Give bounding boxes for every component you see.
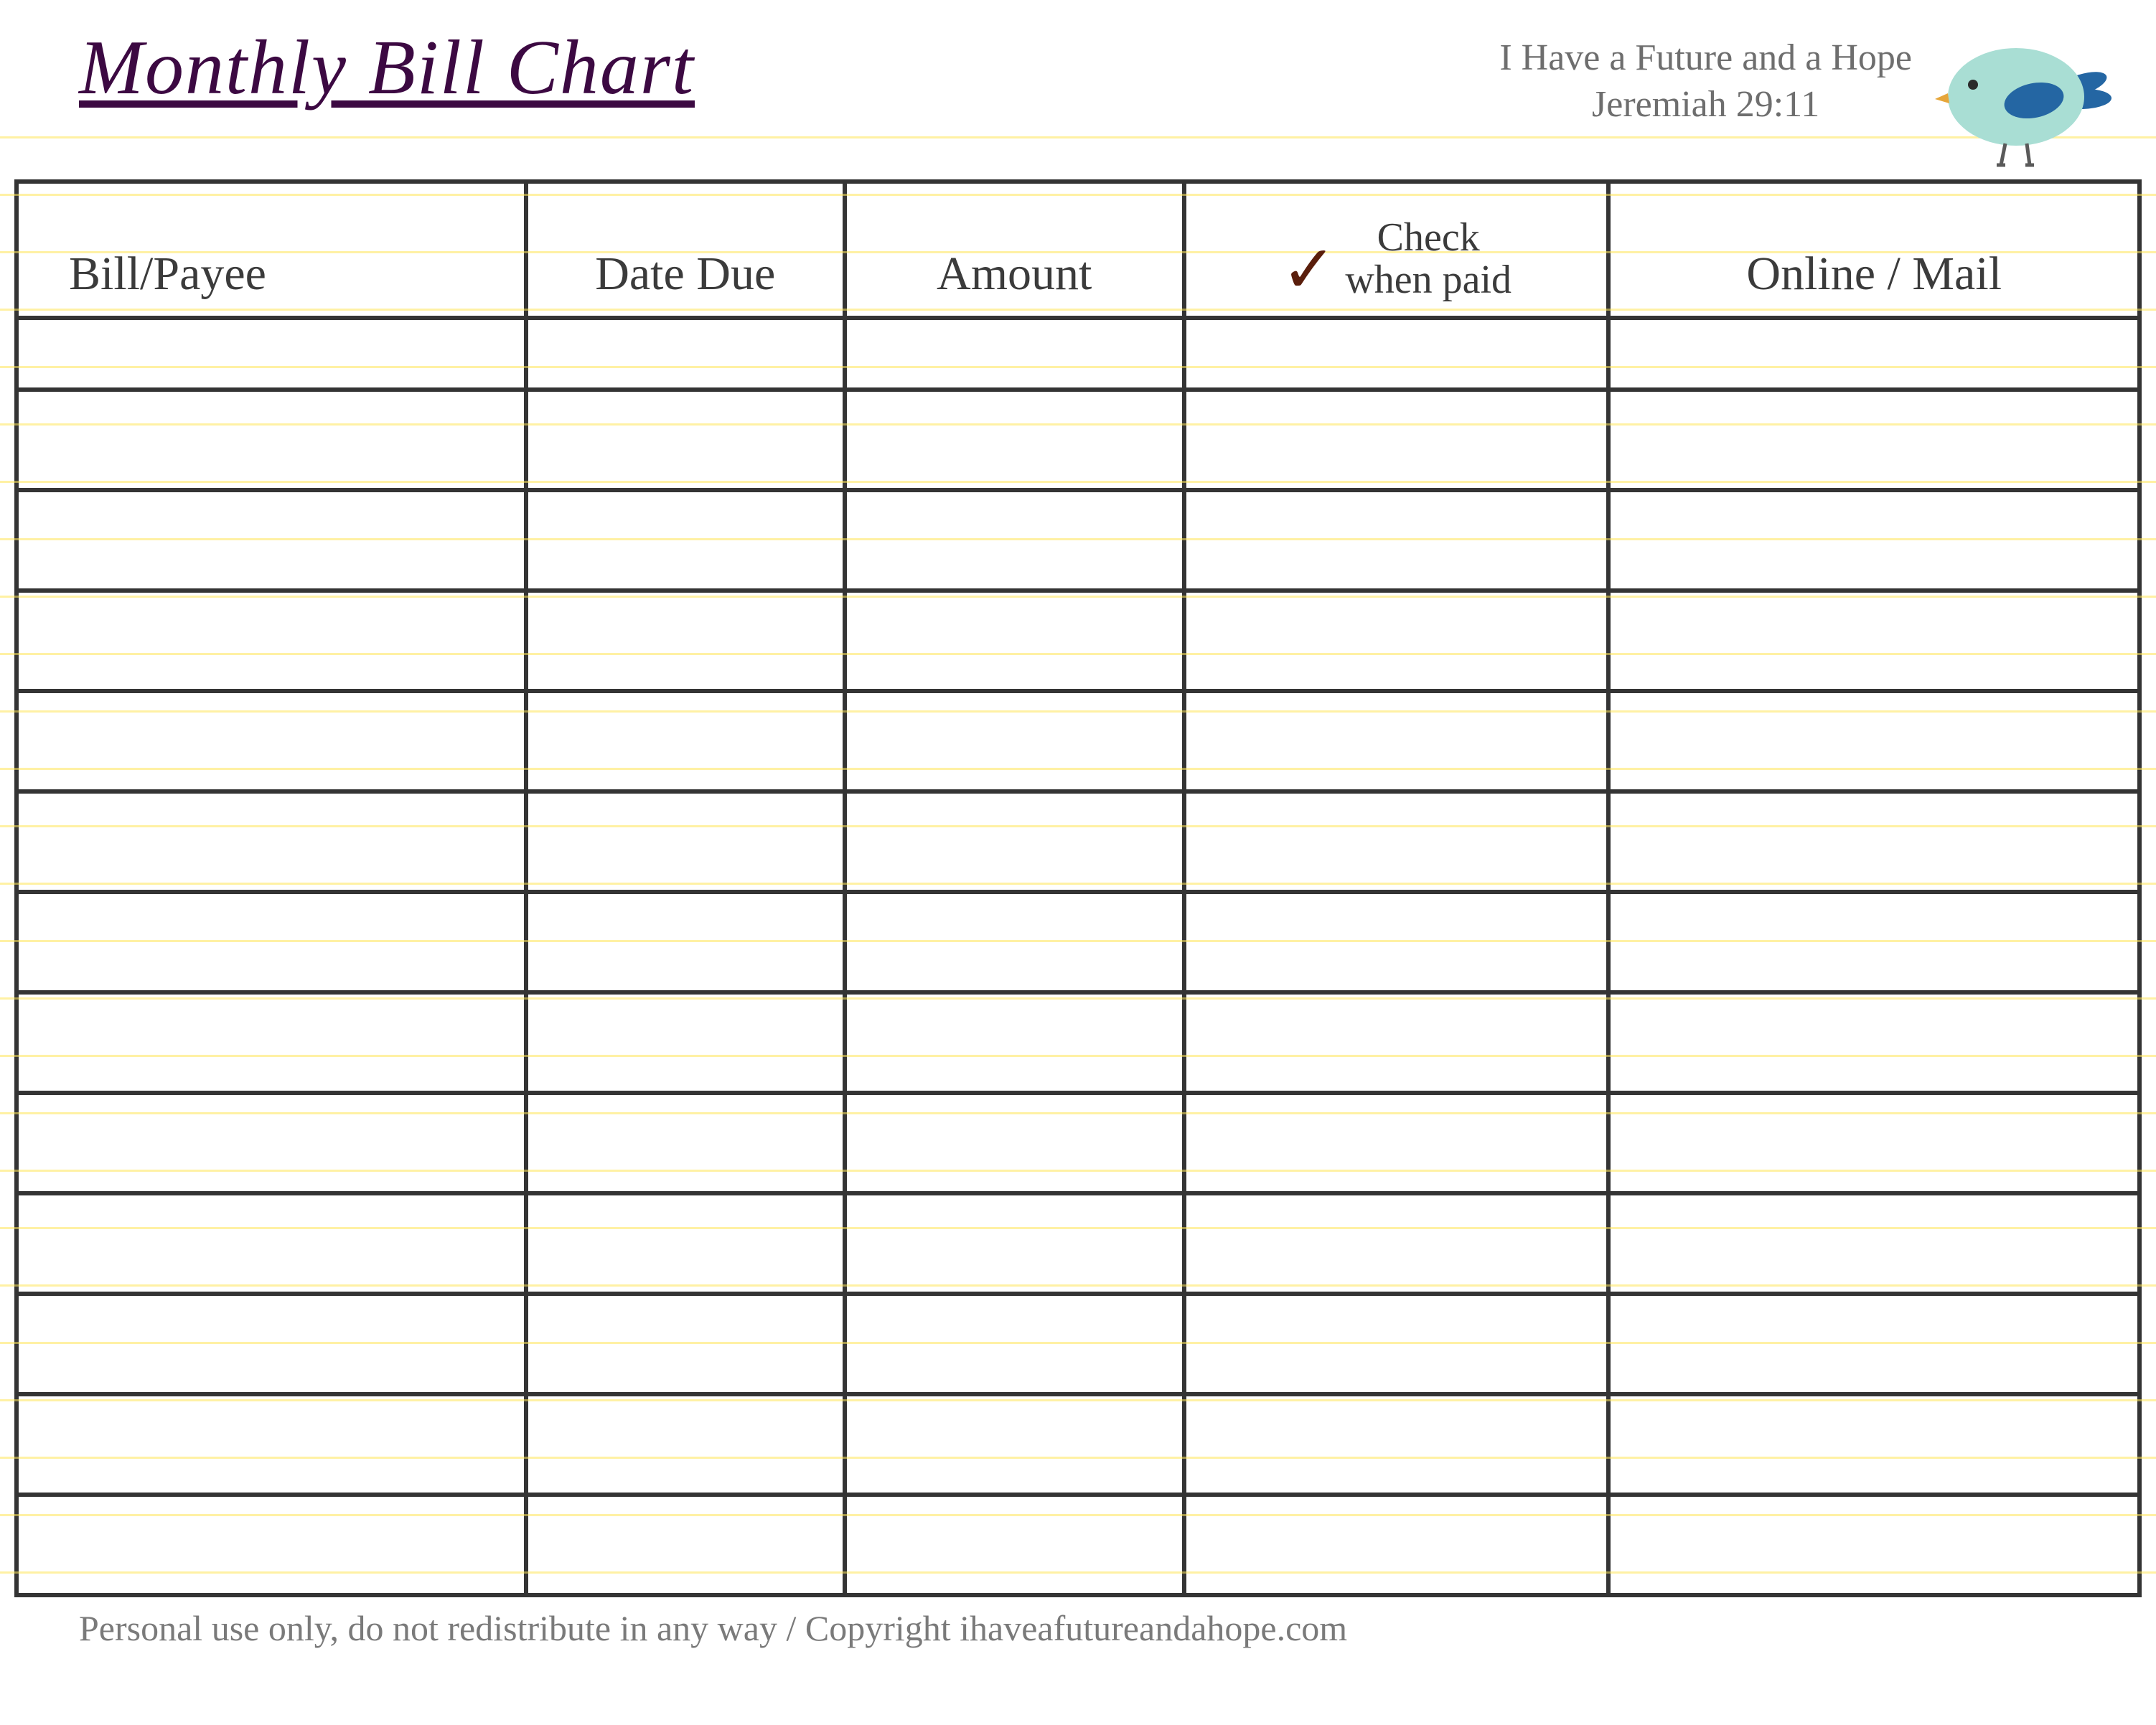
table-cell[interactable] (1184, 1093, 1609, 1193)
table-cell[interactable] (1184, 1294, 1609, 1394)
table-row (17, 892, 2139, 992)
table-cell[interactable] (845, 1495, 1184, 1595)
bird-icon (1934, 29, 2113, 172)
table-cell[interactable] (17, 992, 526, 1093)
table-cell[interactable] (1184, 1394, 1609, 1495)
table-cell[interactable] (17, 390, 526, 490)
table-cell[interactable] (845, 691, 1184, 791)
table-cell[interactable] (845, 1093, 1184, 1193)
col-header-check: ✓ Check when paid (1184, 182, 1609, 318)
table-row (17, 1294, 2139, 1394)
table-cell[interactable] (526, 1093, 845, 1193)
table-cell[interactable] (1184, 791, 1609, 892)
table-cell[interactable] (1184, 318, 1609, 390)
table-cell[interactable] (17, 1093, 526, 1193)
table-cell[interactable] (17, 318, 526, 390)
table-cell[interactable] (526, 791, 845, 892)
table-cell[interactable] (1184, 691, 1609, 791)
table-row (17, 318, 2139, 390)
table-row (17, 390, 2139, 490)
quote-line-1: I Have a Future and a Hope (1499, 34, 1912, 81)
table-cell[interactable] (1184, 1193, 1609, 1294)
table-cell[interactable] (845, 490, 1184, 591)
table-cell[interactable] (845, 591, 1184, 691)
table-cell[interactable] (526, 892, 845, 992)
table-cell[interactable] (845, 318, 1184, 390)
table-cell[interactable] (526, 591, 845, 691)
table-cell[interactable] (1608, 1394, 2139, 1495)
table-cell[interactable] (1608, 318, 2139, 390)
table-cell[interactable] (845, 1193, 1184, 1294)
col-header-payee: Bill/Payee (17, 182, 526, 318)
table-cell[interactable] (1184, 992, 1609, 1093)
table-cell[interactable] (1608, 591, 2139, 691)
table-cell[interactable] (17, 591, 526, 691)
table-cell[interactable] (526, 1394, 845, 1495)
table-row (17, 591, 2139, 691)
table-cell[interactable] (845, 992, 1184, 1093)
table-cell[interactable] (1608, 1093, 2139, 1193)
table-cell[interactable] (1608, 1294, 2139, 1394)
table-cell[interactable] (845, 791, 1184, 892)
table-cell[interactable] (17, 1495, 526, 1595)
table-body (17, 318, 2139, 1595)
table-cell[interactable] (17, 691, 526, 791)
table-cell[interactable] (1608, 490, 2139, 591)
bill-table: Bill/Payee Date Due Amount ✓ Check when … (14, 179, 2142, 1597)
table-cell[interactable] (526, 1294, 845, 1394)
table-cell[interactable] (526, 1495, 845, 1595)
table-cell[interactable] (17, 490, 526, 591)
table-cell[interactable] (526, 1193, 845, 1294)
table-cell[interactable] (1184, 892, 1609, 992)
table-cell[interactable] (845, 1394, 1184, 1495)
table-cell[interactable] (1608, 691, 2139, 791)
table-cell[interactable] (845, 892, 1184, 992)
table-cell[interactable] (17, 791, 526, 892)
col-header-date: Date Due (526, 182, 845, 318)
table-cell[interactable] (1184, 390, 1609, 490)
table-cell[interactable] (1608, 1193, 2139, 1294)
table-row (17, 992, 2139, 1093)
table-wrap: Bill/Payee Date Due Amount ✓ Check when … (14, 179, 2142, 1597)
header: Monthly Bill Chart I Have a Future and a… (14, 22, 2142, 179)
table-row (17, 691, 2139, 791)
quote-block: I Have a Future and a Hope Jeremiah 29:1… (1499, 34, 1912, 128)
table-cell[interactable] (1184, 591, 1609, 691)
table-cell[interactable] (1608, 1495, 2139, 1595)
table-cell[interactable] (1608, 390, 2139, 490)
quote-line-2: Jeremiah 29:11 (1499, 81, 1912, 128)
table-cell[interactable] (17, 892, 526, 992)
footer-text: Personal use only, do not redistribute i… (14, 1607, 2142, 1649)
table-row (17, 1495, 2139, 1595)
table-row (17, 1193, 2139, 1294)
check-label-bottom: when paid (1345, 259, 1511, 301)
page: Monthly Bill Chart I Have a Future and a… (0, 0, 2156, 1656)
table-cell[interactable] (1608, 791, 2139, 892)
table-cell[interactable] (17, 1294, 526, 1394)
table-cell[interactable] (845, 390, 1184, 490)
table-cell[interactable] (1184, 1495, 1609, 1595)
table-row (17, 791, 2139, 892)
table-row (17, 1093, 2139, 1193)
table-row (17, 1394, 2139, 1495)
table-cell[interactable] (526, 490, 845, 591)
check-label-top: Check (1377, 217, 1480, 259)
table-cell[interactable] (526, 992, 845, 1093)
table-row (17, 490, 2139, 591)
col-header-online: Online / Mail (1608, 182, 2139, 318)
table-cell[interactable] (1184, 490, 1609, 591)
table-cell[interactable] (526, 390, 845, 490)
table-cell[interactable] (17, 1193, 526, 1294)
table-header-row: Bill/Payee Date Due Amount ✓ Check when … (17, 182, 2139, 318)
table-cell[interactable] (845, 1294, 1184, 1394)
table-cell[interactable] (1608, 892, 2139, 992)
table-cell[interactable] (1608, 992, 2139, 1093)
col-header-amount: Amount (845, 182, 1184, 318)
table-cell[interactable] (526, 318, 845, 390)
table-cell[interactable] (17, 1394, 526, 1495)
checkmark-icon: ✓ (1281, 244, 1336, 297)
table-cell[interactable] (526, 691, 845, 791)
